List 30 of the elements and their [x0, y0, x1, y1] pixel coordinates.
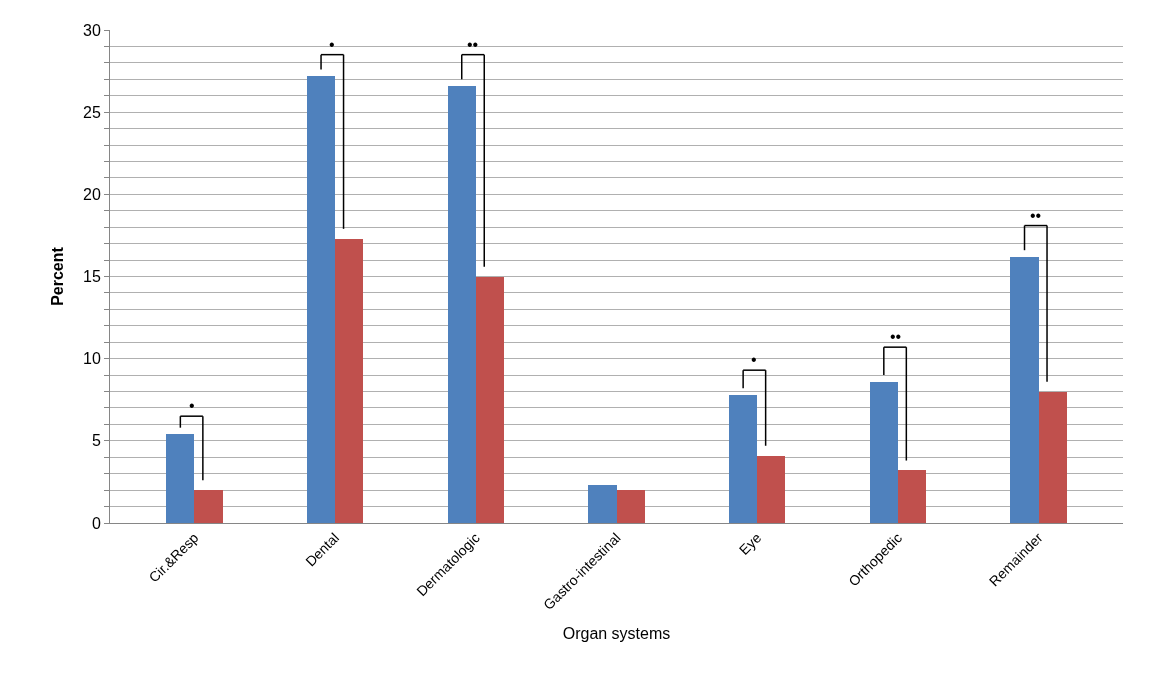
annotation: •: [751, 351, 757, 368]
y-tick-label: 15: [83, 268, 101, 286]
bar: [335, 239, 363, 523]
annotation: •: [329, 36, 335, 53]
bar: [1039, 392, 1067, 523]
x-axis-title: Organ systems: [562, 624, 671, 642]
y-tick-label: 0: [91, 514, 101, 532]
bar: [194, 490, 223, 523]
bar: [588, 485, 617, 523]
bar: [166, 434, 194, 523]
y-axis-title: Percent: [48, 246, 66, 306]
annotation: ••: [467, 36, 479, 53]
bar: [1010, 257, 1039, 523]
bar: [729, 395, 757, 523]
bar: [898, 470, 926, 523]
bar: [448, 86, 476, 523]
y-tick-label: 20: [83, 185, 101, 203]
annotation: •: [189, 397, 195, 414]
bar: [617, 490, 645, 523]
bar: [870, 382, 898, 523]
bar: [476, 277, 504, 523]
annotation: ••: [890, 328, 902, 345]
x-tick-label: Eye: [735, 529, 765, 558]
annotation: ••: [1030, 207, 1042, 224]
bar: [757, 456, 785, 523]
y-tick-label: 25: [83, 103, 101, 121]
y-tick-label: 10: [83, 350, 101, 368]
bar: [307, 76, 335, 523]
y-tick-label: 5: [91, 432, 101, 450]
y-tick-label: 30: [83, 21, 101, 39]
